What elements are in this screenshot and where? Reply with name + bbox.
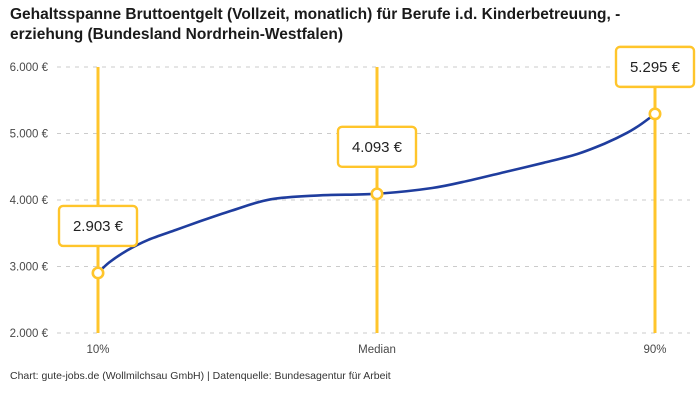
chart-footer: Chart: gute-jobs.de (Wollmilchsau GmbH) … [10,370,391,382]
y-axis-tick-label: 2.000 € [10,328,49,340]
chart-title: Gehaltsspanne Bruttoentgelt (Vollzeit, m… [10,5,670,46]
chart-title-line1: Gehaltsspanne Bruttoentgelt (Vollzeit, m… [10,6,621,23]
value-label: 4.093 € [352,139,403,156]
y-axis-tick-label: 5.000 € [10,129,49,141]
x-axis-tick-label: 90% [643,344,666,356]
value-label-box [57,204,139,248]
data-point-marker [370,187,384,201]
x-axis-tick-label: Median [358,344,396,356]
data-point-marker [648,107,662,121]
chart-title-line2: erziehung (Bundesland Nordrhein-Westfale… [10,26,343,44]
x-axis-tick-label: 10% [86,344,109,356]
value-label: 5.295 € [630,59,681,76]
value-label: 2.903 € [73,218,124,235]
y-axis-tick-label: 3.000 € [10,262,49,274]
data-point-marker [91,266,105,280]
y-axis-tick-label: 4.000 € [10,195,49,207]
value-label-box [614,45,696,89]
y-axis-tick-label: 6.000 € [10,62,49,74]
value-label-box [336,125,418,169]
